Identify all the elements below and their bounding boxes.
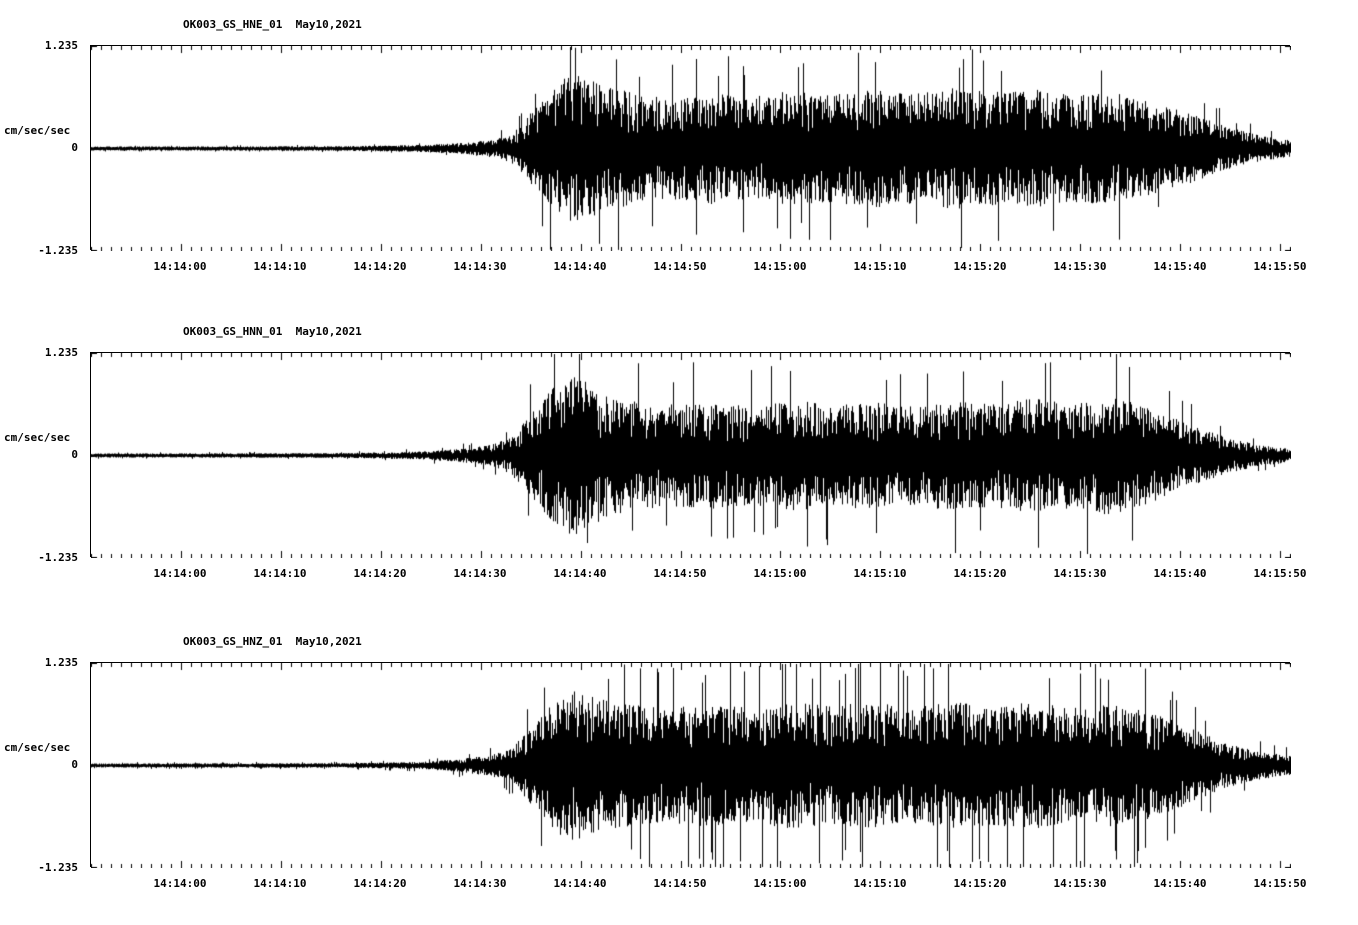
x-tick-label: 14:15:50: [1253, 877, 1307, 890]
y-tick-max: 1.235: [44, 656, 78, 669]
y-tick-zero: 0: [71, 141, 78, 154]
seismogram-canvas: [91, 353, 1291, 558]
x-tick-label: 14:15:40: [1153, 260, 1207, 273]
x-tick-label: 14:15:50: [1253, 567, 1307, 580]
x-tick-label: 14:15:40: [1153, 567, 1207, 580]
x-axis-labels: 14:14:00 14:14:10 14:14:20 14:14:30 14:14:40…: [90, 260, 1307, 276]
x-tick-label: 14:14:10: [253, 260, 307, 273]
x-tick-label: 14:15:20: [953, 567, 1007, 580]
x-tick-label: 14:15:40: [1153, 877, 1207, 890]
seismogram-panel-hnn: OK003_GS_HNN_01 May10,2021 1.235 cm/sec/…: [0, 307, 1358, 615]
y-tick-max: 1.235: [44, 346, 78, 359]
seismogram-canvas: [91, 663, 1291, 868]
seismogram-panel-hnz: OK003_GS_HNZ_01 May10,2021 1.235 cm/sec/…: [0, 617, 1358, 925]
x-tick-label: 14:15:10: [853, 260, 907, 273]
x-tick-label: 14:14:30: [453, 260, 507, 273]
x-tick-label: 14:15:00: [753, 260, 807, 273]
seismogram-panel-hne: OK003_GS_HNE_01 May10,2021 1.235 cm/sec/…: [0, 0, 1358, 308]
x-tick-label: 14:14:40: [553, 567, 607, 580]
x-tick-label: 14:15:00: [753, 877, 807, 890]
y-tick-zero: 0: [71, 448, 78, 461]
x-tick-label: 14:14:50: [653, 260, 707, 273]
x-tick-label: 14:14:50: [653, 567, 707, 580]
x-tick-label: 14:15:50: [1253, 260, 1307, 273]
x-tick-label: 14:15:20: [953, 260, 1007, 273]
y-tick-min: -1.235: [38, 551, 78, 564]
x-tick-label: 14:15:30: [1053, 567, 1107, 580]
x-tick-label: 14:14:00: [153, 567, 207, 580]
plot-frame: [90, 45, 1291, 251]
x-axis-labels: 14:14:00 14:14:10 14:14:20 14:14:30 14:14:40…: [90, 567, 1307, 583]
x-tick-label: 14:14:20: [353, 260, 407, 273]
x-tick-label: 14:14:10: [253, 877, 307, 890]
x-tick-label: 14:15:00: [753, 567, 807, 580]
y-tick-min: -1.235: [38, 244, 78, 257]
x-axis-labels: 14:14:00 14:14:10 14:14:20 14:14:30 14:14:40…: [90, 877, 1307, 893]
y-tick-zero: 0: [71, 758, 78, 771]
x-tick-label: 14:14:50: [653, 877, 707, 890]
trace-title: OK003_GS_HNZ_01 May10,2021: [183, 635, 362, 648]
x-tick-label: 14:15:30: [1053, 260, 1107, 273]
x-tick-label: 14:14:20: [353, 567, 407, 580]
y-tick-min: -1.235: [38, 861, 78, 874]
y-tick-max: 1.235: [44, 39, 78, 52]
x-tick-label: 14:15:10: [853, 567, 907, 580]
x-tick-label: 14:14:30: [453, 567, 507, 580]
x-tick-label: 14:14:30: [453, 877, 507, 890]
x-tick-label: 14:14:00: [153, 260, 207, 273]
y-axis-units: cm/sec/sec: [4, 741, 71, 754]
x-tick-label: 14:14:40: [553, 877, 607, 890]
plot-frame: [90, 662, 1291, 868]
x-tick-label: 14:14:40: [553, 260, 607, 273]
y-axis-units: cm/sec/sec: [4, 431, 71, 444]
y-axis-units: cm/sec/sec: [4, 124, 71, 137]
x-tick-label: 14:14:10: [253, 567, 307, 580]
trace-title: OK003_GS_HNN_01 May10,2021: [183, 325, 362, 338]
x-tick-label: 14:15:20: [953, 877, 1007, 890]
seismogram-canvas: [91, 46, 1291, 251]
x-tick-label: 14:15:10: [853, 877, 907, 890]
x-tick-label: 14:15:30: [1053, 877, 1107, 890]
trace-title: OK003_GS_HNE_01 May10,2021: [183, 18, 362, 31]
x-tick-label: 14:14:00: [153, 877, 207, 890]
plot-frame: [90, 352, 1291, 558]
x-tick-label: 14:14:20: [353, 877, 407, 890]
